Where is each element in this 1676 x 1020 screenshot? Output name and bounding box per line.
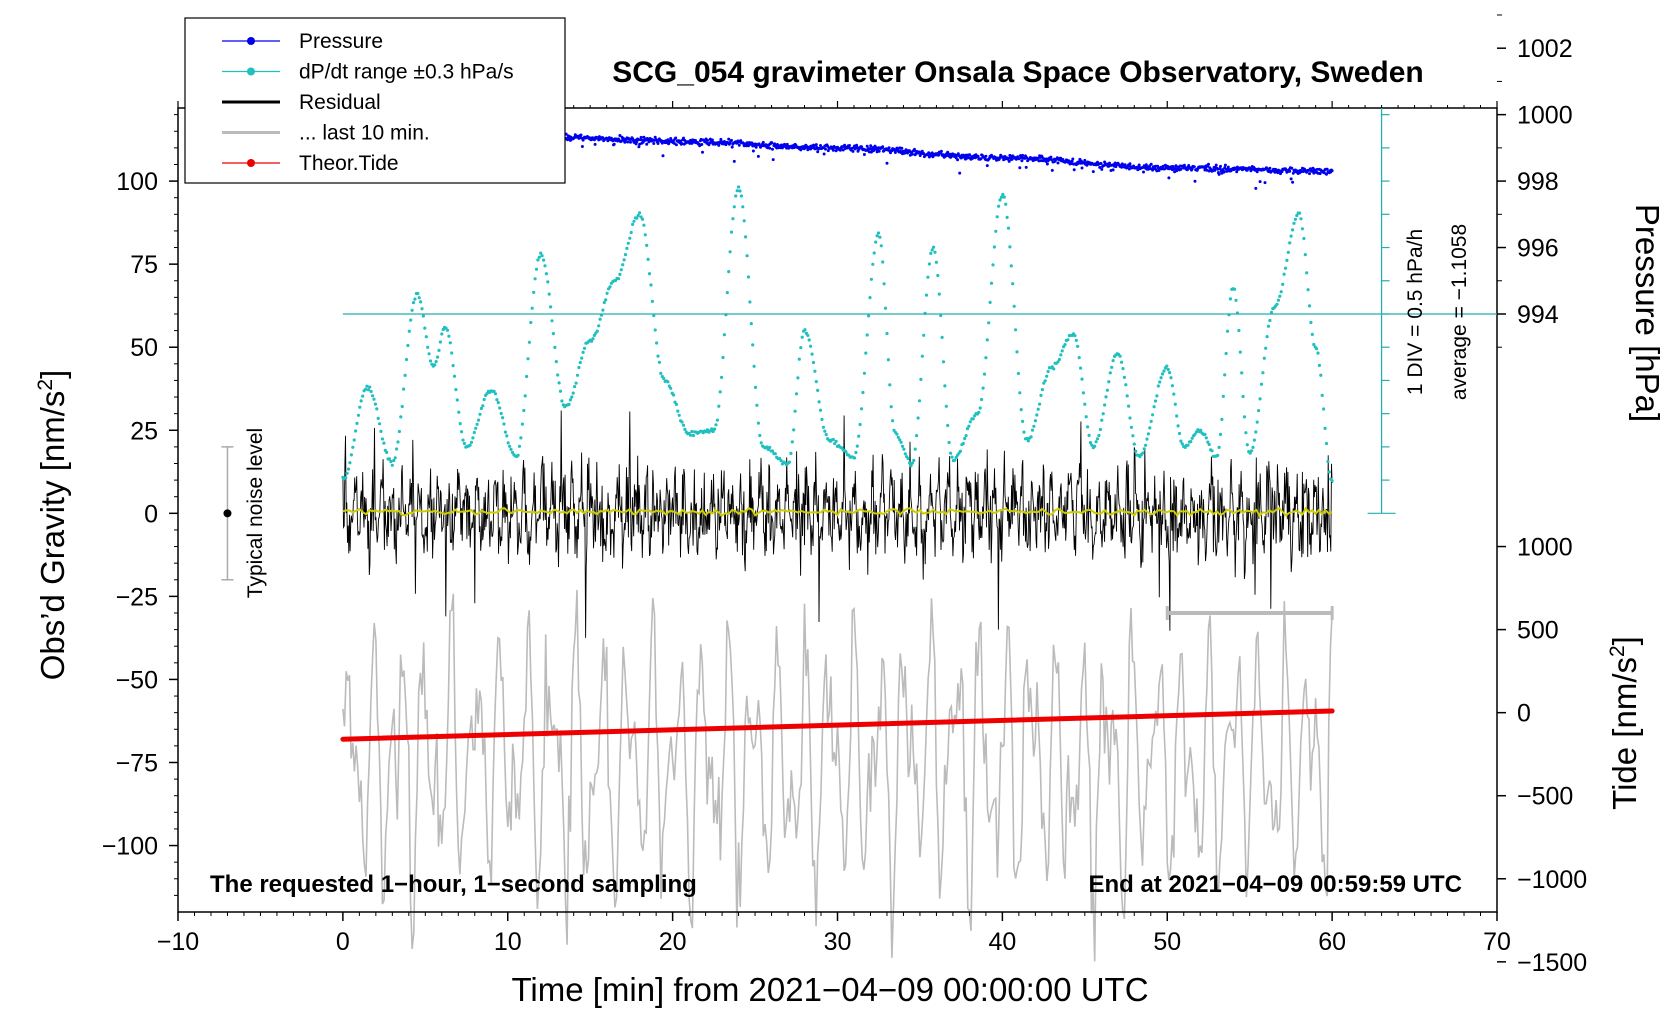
legend-label: Residual xyxy=(299,91,381,114)
left-tick-label: −75 xyxy=(116,749,158,777)
x-tick-label: 0 xyxy=(336,928,350,956)
pressure-tick-label: 1002 xyxy=(1517,35,1573,63)
residual-line xyxy=(342,410,1333,638)
x-tick-label: 10 xyxy=(494,928,522,956)
y-axis-title-gravity: Obs’d Gravity [nm/s2] xyxy=(34,370,71,681)
legend-label: Theor.Tide xyxy=(299,152,399,175)
tide-tick-label: −500 xyxy=(1517,783,1573,811)
tide-tick-label: −1500 xyxy=(1517,949,1587,977)
legend: Pressure dP/dt range ±0.3 hPa/s Residual..… xyxy=(184,17,566,184)
note-requested-sampling: The requested 1−hour, 1−second sampling xyxy=(210,871,697,898)
left-tick-label: 75 xyxy=(130,251,158,279)
pressure-tick-label: 998 xyxy=(1517,168,1559,196)
tide-tick-label: 500 xyxy=(1517,617,1559,645)
noise-level-center-dot xyxy=(223,509,232,518)
left-tick-label: 50 xyxy=(130,334,158,362)
x-tick-label: 60 xyxy=(1318,928,1346,956)
left-tick-label: −50 xyxy=(116,666,158,694)
x-tick-label: −10 xyxy=(157,928,199,956)
x-tick-label: 70 xyxy=(1483,928,1511,956)
legend-label: Pressure xyxy=(299,30,383,53)
legend-marker xyxy=(247,159,255,167)
noise-level-label: Typical noise level xyxy=(244,428,267,598)
y-axis-title-pressure: Pressure [hPa] xyxy=(1629,204,1666,422)
axis-ticks: −10 0 10 20 30 40 50 60 701007550250−25−50−75−10… xyxy=(102,14,1587,977)
legend-marker xyxy=(247,67,255,76)
pressure-tick-label: 1000 xyxy=(1517,102,1573,130)
pressure-points xyxy=(341,123,1334,190)
tide-tick-label: −1000 xyxy=(1517,866,1587,894)
residual-mean-line xyxy=(342,506,1333,518)
legend-marker xyxy=(247,37,255,45)
x-axis-title: Time [min] from 2021−04−09 00:00:00 UTC xyxy=(511,971,1148,1008)
theor-tide-line xyxy=(340,708,1335,742)
pressure-series xyxy=(341,123,1334,190)
left-tick-label: −25 xyxy=(116,583,158,611)
legend-label: dP/dt range ±0.3 hPa/s xyxy=(299,61,514,84)
legend-label: ... last 10 min. xyxy=(299,122,430,145)
x-tick-label: 40 xyxy=(988,928,1016,956)
left-tick-label: −100 xyxy=(102,833,158,861)
series-layer xyxy=(340,123,1335,962)
left-tick-label: 100 xyxy=(116,168,158,196)
dpdt-div-label: 1 DIV = 0.5 hPa/h xyxy=(1404,229,1427,395)
x-tick-label: 30 xyxy=(824,928,852,956)
x-tick-label: 50 xyxy=(1153,928,1181,956)
tide-tick-label: 1000 xyxy=(1517,534,1573,562)
x-tick-label: 20 xyxy=(659,928,687,956)
annotations xyxy=(221,108,1497,620)
left-tick-label: 25 xyxy=(130,417,158,445)
pressure-tick-label: 994 xyxy=(1517,301,1559,329)
tide-tick-label: 0 xyxy=(1517,700,1531,728)
dpdt-average-label: average = −1.1058 xyxy=(1448,224,1471,400)
y-axis-title-tide: Tide [nm/s2] xyxy=(1606,636,1643,810)
pressure-tick-label: 996 xyxy=(1517,235,1559,263)
chart-title: SCG_054 gravimeter Onsala Space Observat… xyxy=(612,56,1424,89)
left-tick-label: 0 xyxy=(144,500,158,528)
note-end-time: End at 2021−04−09 00:59:59 UTC xyxy=(1088,871,1462,898)
